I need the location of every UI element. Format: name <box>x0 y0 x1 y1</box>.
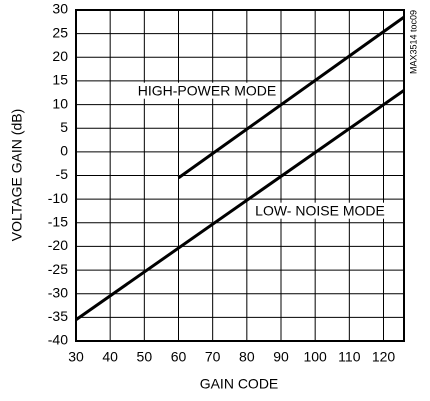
x-tick-label: 80 <box>239 349 255 365</box>
x-tick-label: 120 <box>372 349 396 365</box>
annotation: HIGH-POWER MODE <box>138 83 276 99</box>
y-tick-label: -35 <box>48 308 68 324</box>
x-tick-label: 70 <box>205 349 221 365</box>
y-axis-label: VOLTAGE GAIN (dB) <box>9 109 25 242</box>
y-tick-label: -5 <box>56 166 69 182</box>
y-tick-label: 5 <box>60 119 68 135</box>
x-tick-label: 60 <box>171 349 187 365</box>
y-tick-label: -20 <box>48 237 68 253</box>
y-tick-label: -10 <box>48 190 68 206</box>
x-tick-label: 100 <box>303 349 327 365</box>
y-tick-label: 25 <box>52 24 68 40</box>
y-tick-label: 20 <box>52 48 68 64</box>
data-line <box>75 89 405 321</box>
y-tick-label: -15 <box>48 213 68 229</box>
y-tick-label: 15 <box>52 72 68 88</box>
y-tick-label: 10 <box>52 95 68 111</box>
x-tick-label: 30 <box>68 349 84 365</box>
annotation: MAX3514 toc09 <box>408 10 418 74</box>
annotation: LOW- NOISE MODE <box>255 203 385 219</box>
y-tick-label: -40 <box>48 332 68 348</box>
x-tick-label: 110 <box>338 349 361 365</box>
x-axis-label: GAIN CODE <box>200 376 279 392</box>
x-tick-label: 50 <box>137 349 153 365</box>
y-tick-label: 30 <box>52 1 68 17</box>
plot-frame <box>75 9 405 342</box>
y-tick-label: -25 <box>48 261 68 277</box>
x-tick-label: 90 <box>273 349 289 365</box>
data-line <box>177 15 405 180</box>
y-tick-label: -30 <box>48 284 68 300</box>
x-tick-label: 40 <box>102 349 118 365</box>
annotation-background <box>253 202 387 219</box>
annotation-background <box>135 82 279 99</box>
y-tick-label: 0 <box>60 143 68 159</box>
